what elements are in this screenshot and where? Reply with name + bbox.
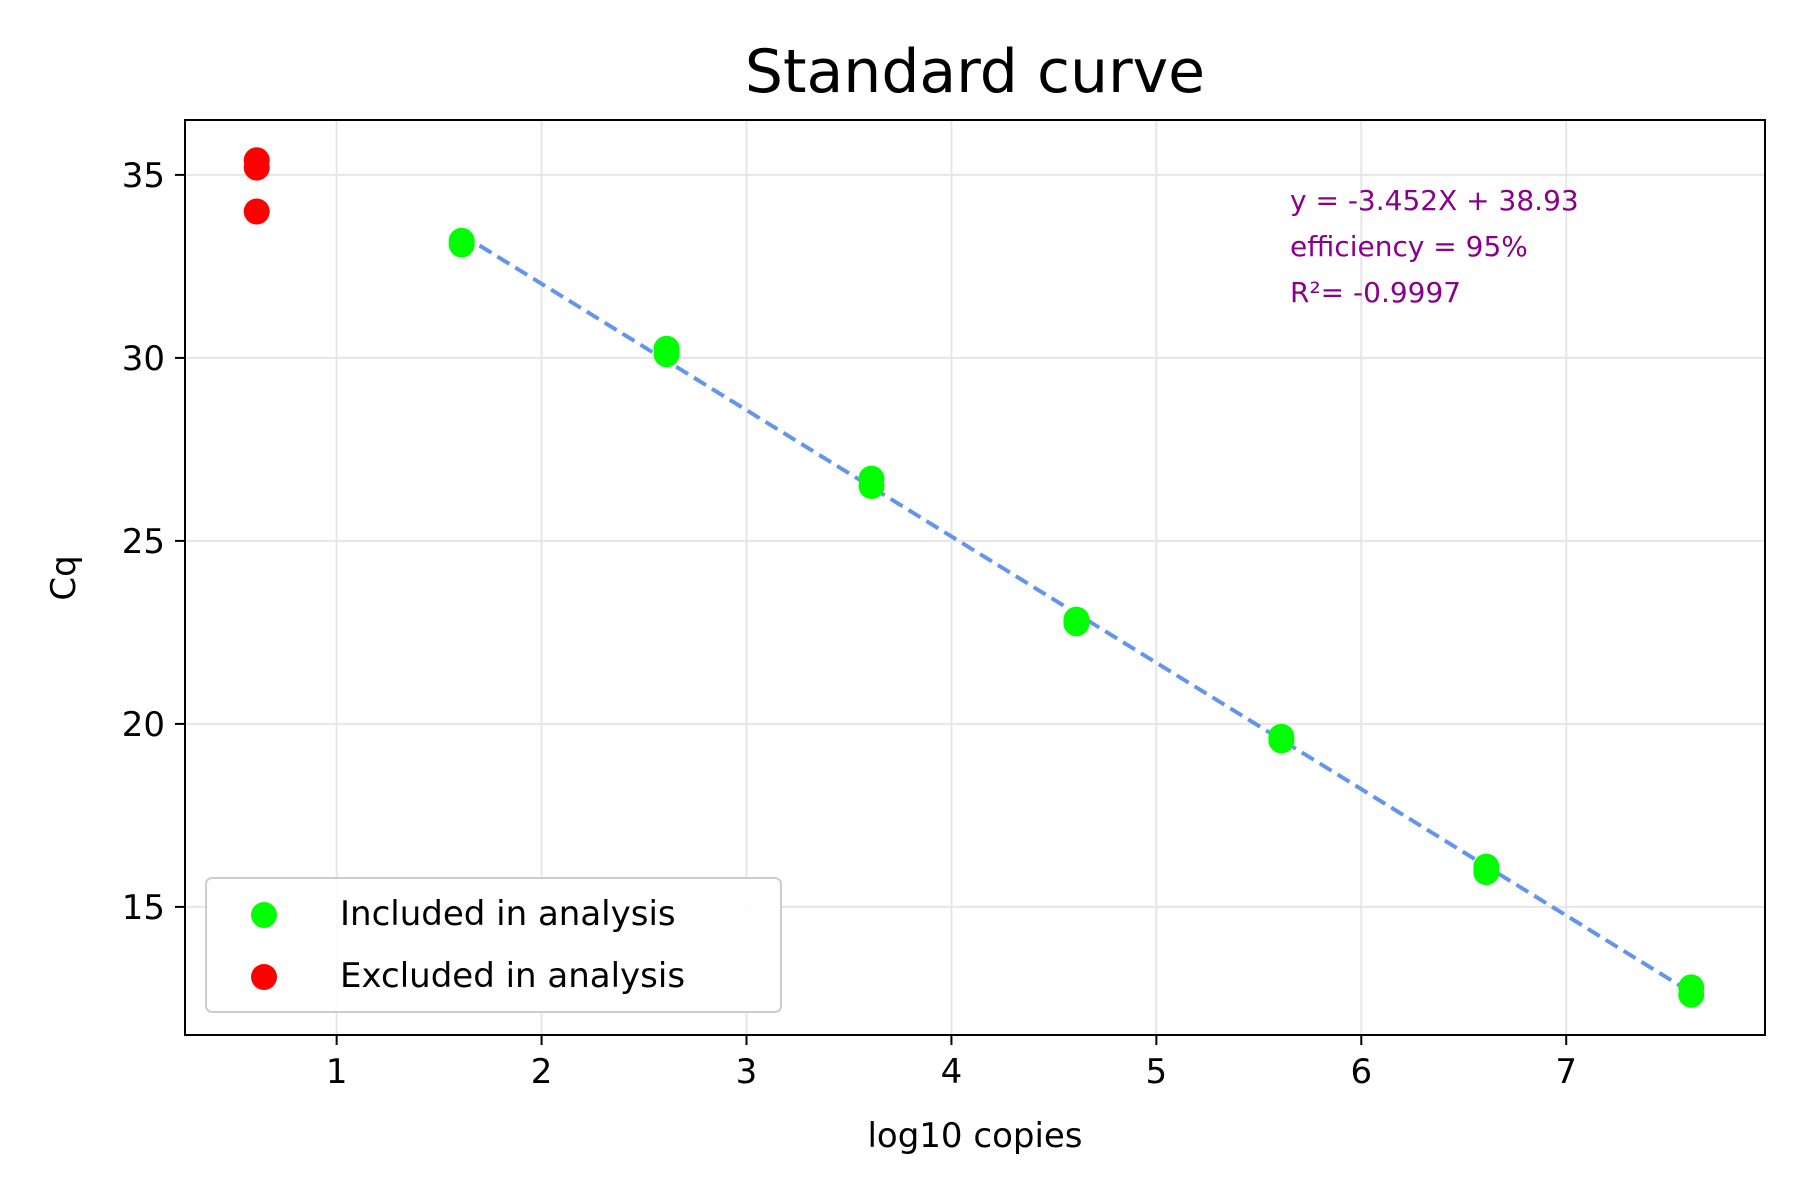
efficiency-text: efficiency = 95% [1290, 230, 1528, 263]
legend: Included in analysis Excluded in analysi… [205, 877, 782, 1013]
included-point [1268, 723, 1295, 750]
x-tick-label: 7 [1555, 1052, 1577, 1092]
x-tick-label: 3 [736, 1052, 758, 1092]
equation-text: y = -3.452X + 38.93 [1290, 184, 1579, 217]
x-tick-label: 4 [941, 1052, 963, 1092]
x-tick-label: 5 [1146, 1052, 1168, 1092]
legend-marker-excluded [251, 964, 277, 990]
y-axis-label: Cq [44, 555, 84, 600]
excluded-point [243, 147, 270, 174]
included-point [448, 227, 475, 254]
equation-annotation: y = -3.452X + 38.93 efficiency = 95% R²=… [1290, 184, 1579, 309]
r-squared-text: R²= -0.9997 [1290, 276, 1461, 309]
y-tick-label: 20 [122, 705, 165, 745]
legend-label-included: Included in analysis [340, 894, 676, 934]
legend-box [205, 877, 782, 1013]
legend-marker-included [251, 902, 277, 928]
y-tick-label: 30 [122, 339, 165, 379]
included-point [1678, 974, 1705, 1001]
x-axis-ticks: 1 2 3 4 5 6 7 [326, 1035, 1577, 1092]
x-tick-label: 6 [1350, 1052, 1372, 1092]
legend-label-excluded: Excluded in analysis [340, 956, 685, 996]
y-tick-label: 15 [122, 888, 165, 928]
x-axis-label: log10 copies [867, 1116, 1082, 1156]
included-point [1063, 606, 1090, 633]
included-point [1473, 853, 1500, 880]
y-axis-ticks: 15 20 25 30 35 [122, 156, 185, 928]
y-tick-label: 25 [122, 522, 165, 562]
included-point [858, 465, 885, 492]
y-tick-label: 35 [122, 156, 165, 196]
excluded-point [243, 198, 270, 225]
chart-title: Standard curve [745, 37, 1205, 107]
grid [185, 120, 1765, 1035]
x-tick-label: 1 [326, 1052, 348, 1092]
plot-frame [184, 119, 1766, 1036]
x-tick-label: 2 [531, 1052, 553, 1092]
data-points [243, 147, 1705, 1008]
included-point [653, 335, 680, 362]
